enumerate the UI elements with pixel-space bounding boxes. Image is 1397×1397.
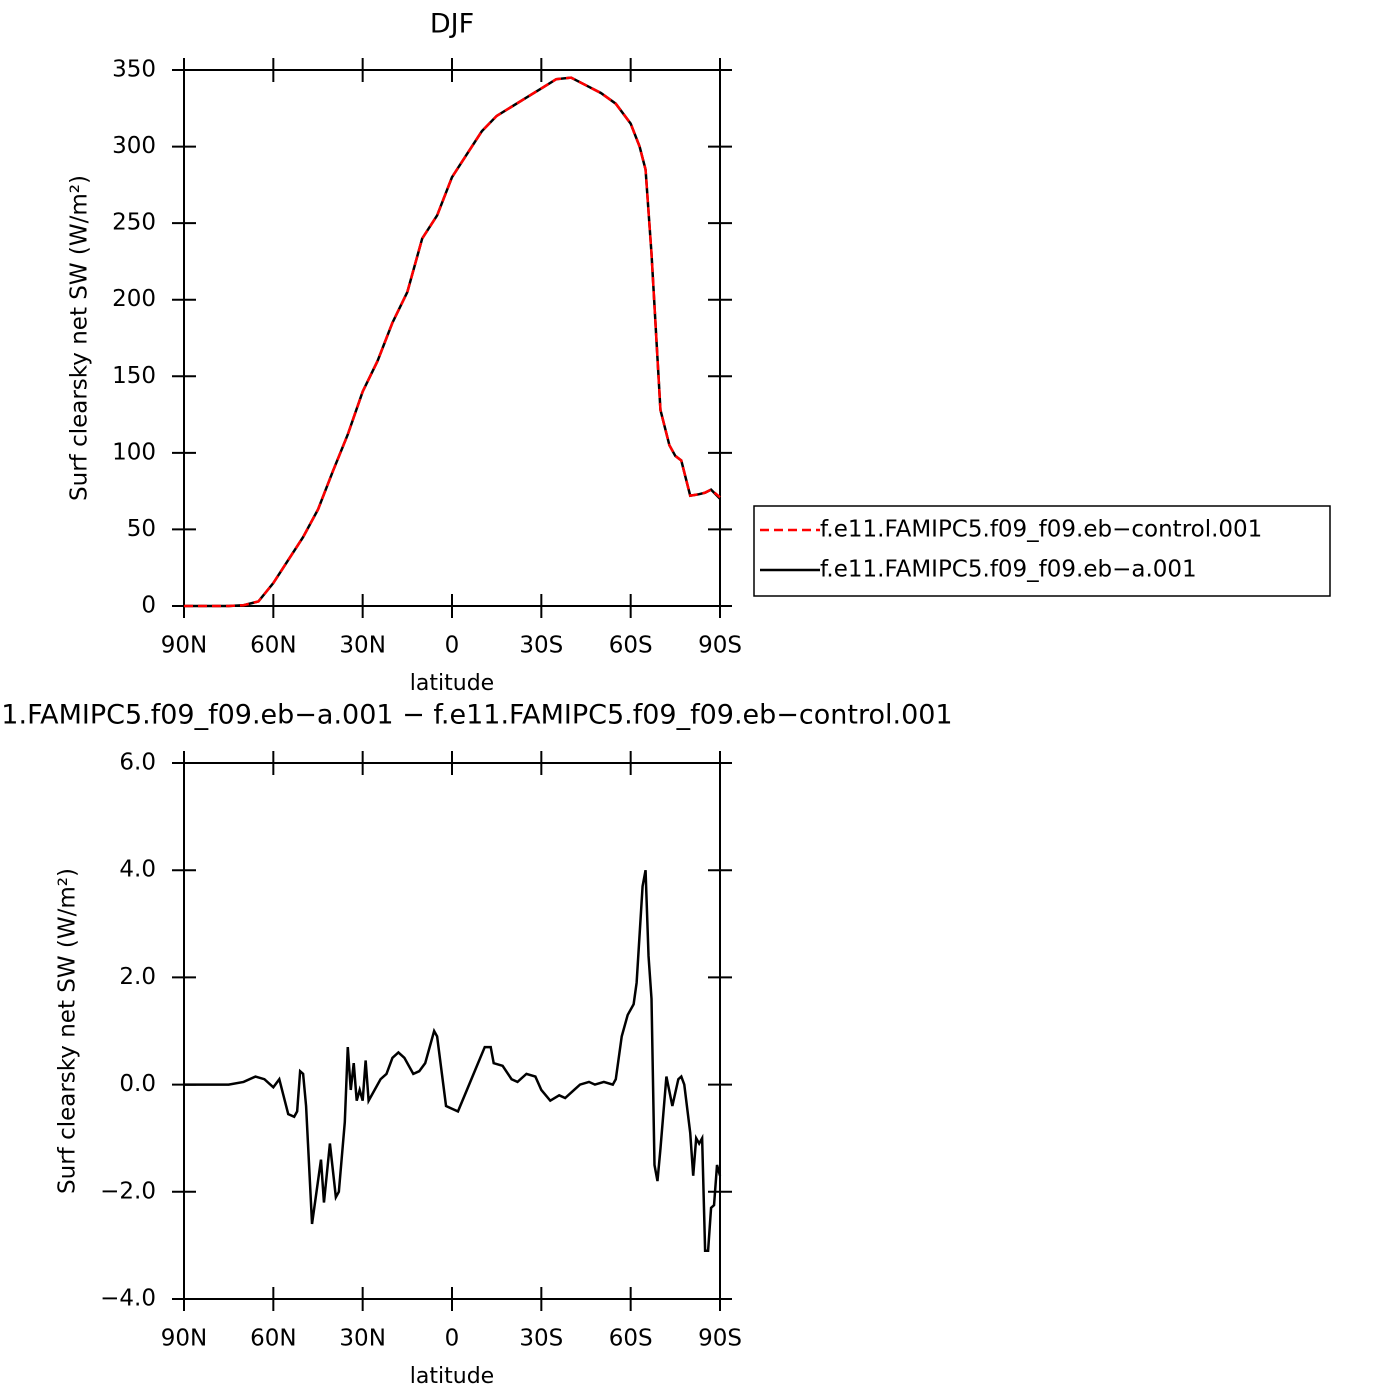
- y-tick-label: 350: [112, 57, 156, 83]
- data-line: [184, 76, 721, 608]
- x-axis-label: latitude: [410, 671, 494, 696]
- y-tick-label: 50: [127, 516, 156, 542]
- x-tick-label: 90S: [698, 633, 742, 659]
- x-tick-label: 30N: [339, 633, 385, 659]
- y-tick-label: 200: [112, 286, 156, 312]
- x-axis-label: latitude: [410, 1364, 494, 1389]
- plot-frame: [183, 69, 721, 607]
- y-tick-label: −4.0: [100, 1286, 156, 1312]
- legend-label: f.e11.FAMIPC5.f09_f09.eb−a.001: [820, 557, 1197, 583]
- x-tick-label: 0: [445, 1326, 460, 1352]
- chart-title: f.e11.FAMIPC5.f09_f09.eb−a.001 − f.e11.F…: [0, 700, 953, 731]
- x-tick-label: 30N: [339, 1326, 385, 1352]
- x-tick-label: 90N: [161, 1326, 207, 1352]
- x-tick-label: 0: [445, 633, 460, 659]
- x-tick-label: 60N: [250, 633, 296, 659]
- x-tick-label: 90S: [698, 1326, 742, 1352]
- y-tick-label: 300: [112, 133, 156, 159]
- plot-frame: [183, 762, 721, 1300]
- y-tick-label: 4.0: [119, 857, 156, 883]
- x-tick-label: 90N: [161, 633, 207, 659]
- legend-label: f.e11.FAMIPC5.f09_f09.eb−control.001: [820, 517, 1262, 543]
- data-line: [184, 869, 722, 1253]
- x-tick-label: 60S: [609, 633, 653, 659]
- x-tick-label: 60N: [250, 1326, 296, 1352]
- y-tick-label: 150: [112, 363, 156, 389]
- x-tick-label: 30S: [519, 1326, 563, 1352]
- y-axis-label: Surf clearsky net SW (W/m²): [67, 175, 93, 501]
- legend-box: [753, 505, 1331, 597]
- y-tick-label: 6.0: [119, 750, 156, 776]
- y-tick-label: 0.0: [119, 1071, 156, 1097]
- x-tick-label: 60S: [609, 1326, 653, 1352]
- y-tick-label: 2.0: [119, 964, 156, 990]
- y-tick-label: 100: [112, 439, 156, 465]
- chart-title: DJF: [430, 9, 474, 40]
- x-tick-label: 30S: [519, 633, 563, 659]
- y-tick-label: 0: [141, 593, 156, 619]
- data-line: [184, 76, 721, 608]
- y-tick-label: 250: [112, 210, 156, 236]
- y-axis-label: Surf clearsky net SW (W/m²): [55, 868, 81, 1194]
- y-tick-label: −2.0: [100, 1178, 156, 1204]
